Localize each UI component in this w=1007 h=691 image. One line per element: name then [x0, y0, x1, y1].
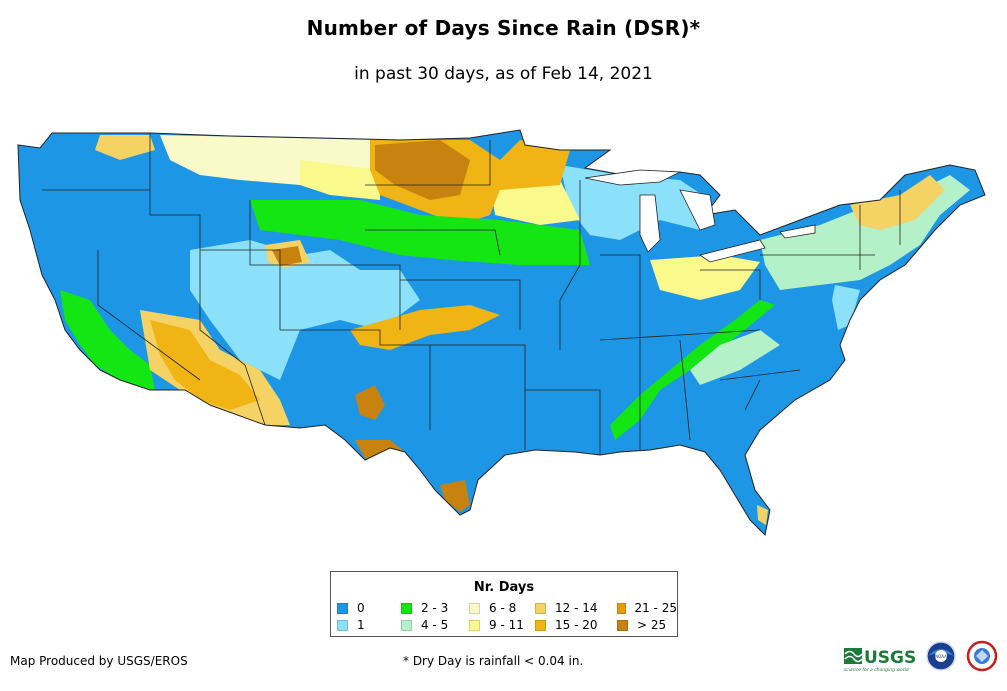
- lake-huron: [679, 189, 716, 231]
- map-title: Number of Days Since Rain (DSR)*: [306, 16, 701, 40]
- region-15-20-days-arizona: [150, 320, 260, 410]
- noaa-logo: NOAA: [926, 641, 956, 671]
- region-1-day-east-coast: [832, 285, 860, 330]
- legend-swatch: [535, 602, 546, 614]
- region-2-3-days-central-plains: [250, 200, 590, 265]
- logos-svg: USGS science for a changing world NOAA: [844, 640, 998, 673]
- region-4-5-days-southeast: [690, 330, 780, 385]
- legend-swatch: [617, 619, 628, 631]
- us-outline-fill: [18, 130, 985, 535]
- legend-swatch: [401, 602, 412, 614]
- legend-item-1: 1: [337, 618, 401, 632]
- legend-item-21-25: 21 - 25: [617, 601, 677, 615]
- region-15-20-days-southern-plains: [350, 305, 500, 350]
- region-12-14-days-florida-keys: [757, 505, 768, 525]
- lake-michigan: [639, 194, 661, 253]
- legend-label: 2 - 3: [421, 601, 449, 615]
- region-9-11-days-north-plains: [300, 160, 380, 200]
- legend-label: 1: [357, 618, 365, 632]
- usgs-logo-text: USGS: [864, 648, 916, 668]
- legend-swatch: [535, 619, 546, 631]
- legend-label: 0: [357, 601, 365, 615]
- legend-item-over-25: > 25: [617, 618, 677, 632]
- lake-erie: [699, 239, 766, 263]
- weather-service-logo: [966, 640, 998, 672]
- legend-item-9-11: 9 - 11: [469, 618, 535, 632]
- dry-day-footnote: * Dry Day is rainfall < 0.04 in.: [403, 654, 584, 668]
- legend-label: 15 - 20: [555, 618, 598, 632]
- legend-item-2-3: 2 - 3: [401, 601, 469, 615]
- region-12-14-days-pacific-nw: [95, 135, 155, 160]
- agency-logos: USGS science for a changing world NOAA: [842, 640, 1002, 680]
- legend-swatch: [469, 602, 480, 614]
- region-2-3-days-appalachia: [610, 300, 775, 440]
- legend-label: 9 - 11: [489, 618, 524, 632]
- region-12-14-days-new-england: [850, 175, 945, 230]
- dsr-map: [0, 110, 1007, 550]
- map-credit: Map Produced by USGS/EROS: [10, 654, 188, 668]
- region-2-3-days-california: [60, 290, 155, 395]
- legend-item-0: 0: [337, 601, 401, 615]
- legend-item-12-14: 12 - 14: [535, 601, 617, 615]
- legend: Nr. Days 0 2 - 3 6 - 8 12 - 14 21 - 25 1…: [330, 571, 678, 637]
- legend-grid: 0 2 - 3 6 - 8 12 - 14 21 - 25 1 4 - 5 9 …: [337, 601, 677, 632]
- region-over-25-days-colorado: [272, 246, 302, 266]
- region-over-25-days-south-texas: [440, 480, 470, 512]
- noaa-logo-text: NOAA: [935, 654, 947, 659]
- region-9-11-days-ohio-valley: [650, 255, 760, 300]
- legend-swatch: [469, 619, 480, 631]
- legend-item-15-20: 15 - 20: [535, 618, 617, 632]
- region-over-25-days-new-mexico: [355, 385, 385, 420]
- legend-label: > 25: [637, 618, 667, 632]
- map-subtitle: in past 30 days, as of Feb 14, 2021: [354, 64, 653, 84]
- lake-ontario: [779, 224, 816, 239]
- great-lakes: [584, 169, 816, 263]
- legend-label: 6 - 8: [489, 601, 517, 615]
- legend-label: 4 - 5: [421, 618, 449, 632]
- legend-item-6-8: 6 - 8: [469, 601, 535, 615]
- region-1-day-great-lakes: [560, 165, 710, 240]
- legend-item-4-5: 4 - 5: [401, 618, 469, 632]
- legend-label: 21 - 25: [634, 601, 678, 615]
- legend-swatch: [617, 602, 626, 614]
- legend-swatch: [337, 619, 348, 631]
- us-outline: [17, 129, 986, 537]
- lake-superior: [584, 169, 682, 186]
- state-borders: [42, 133, 901, 455]
- legend-label: 12 - 14: [555, 601, 598, 615]
- legend-swatch: [401, 619, 412, 631]
- legend-swatch: [337, 602, 348, 614]
- usgs-tagline: science for a changing world: [844, 667, 909, 673]
- legend-title: Nr. Days: [473, 580, 535, 595]
- region-9-11-days-upper-midwest: [490, 180, 580, 225]
- us-map-svg: [17, 129, 986, 537]
- region-1-day-west: [190, 240, 420, 380]
- usgs-logo: USGS science for a changing world: [844, 648, 916, 673]
